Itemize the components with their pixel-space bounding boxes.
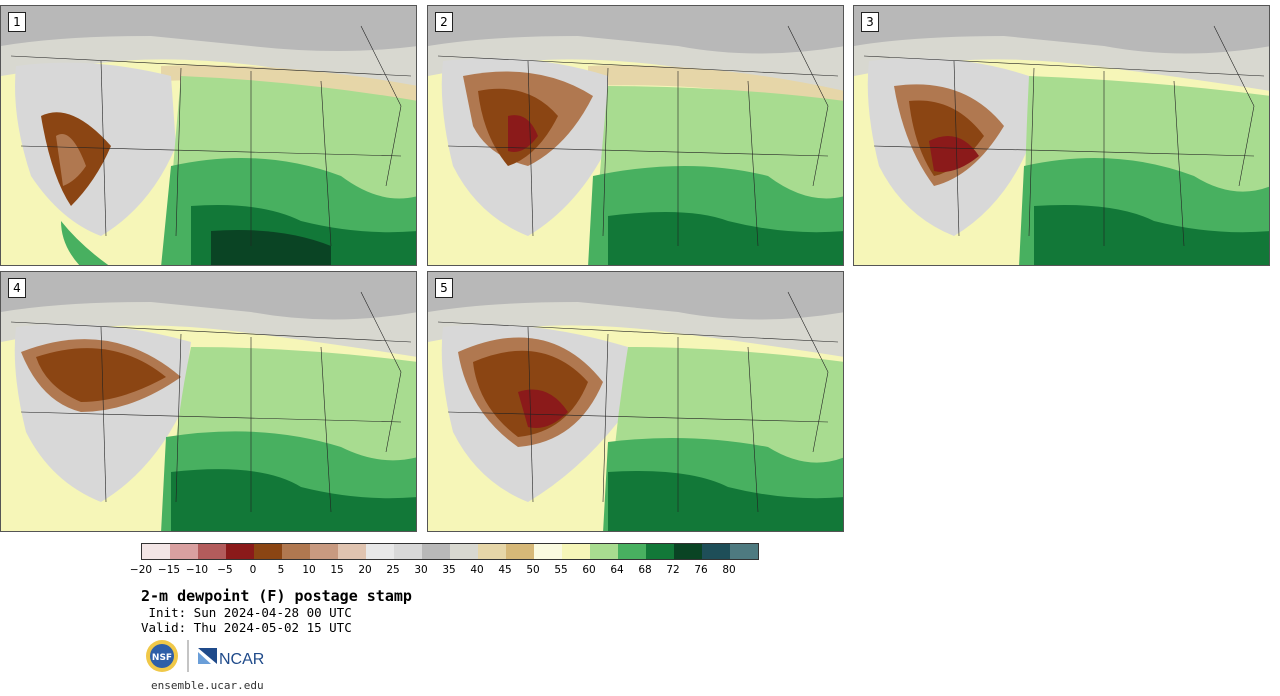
colorbar-swatch [506,544,534,559]
stamp-panel-5: 5 [427,271,844,532]
panel-label: 5 [435,278,453,298]
page-title: 2-m dewpoint (F) postage stamp [141,587,412,605]
colorbar-tick-label: −5 [217,564,233,576]
colorbar-tick-label: 35 [442,564,456,576]
valid-time: Valid: Thu 2024-05-02 15 UTC [141,620,352,635]
colorbar-tick-label: 15 [330,564,344,576]
colorbar-swatch [394,544,422,559]
dewpoint-map-4 [1,272,416,531]
colorbar-tick-label: 55 [554,564,568,576]
colorbar-tick-label: 64 [610,564,624,576]
colorbar-tick-label: 10 [302,564,316,576]
colorbar-swatch [142,544,170,559]
colorbar-swatch [702,544,730,559]
stamp-panel-3: 3 [853,5,1270,266]
colorbar-swatch [590,544,618,559]
colorbar-swatch [730,544,758,559]
dewpoint-map-5 [428,272,843,531]
colorbar-swatch [366,544,394,559]
colorbar-swatch [198,544,226,559]
dewpoint-map-1 [1,6,416,265]
colorbar-tick-label: −10 [185,564,209,576]
colorbar-tick-label: 5 [277,564,285,576]
colorbar-swatch [618,544,646,559]
panel-label: 2 [435,12,453,32]
colorbar-swatch [646,544,674,559]
colorbar-swatch [450,544,478,559]
nsf-logo-icon: NSF NCAR [146,640,264,672]
logos: NSF NCAR [145,638,275,676]
panel-label: 1 [8,12,26,32]
colorbar-tick-label: 68 [638,564,652,576]
nsf-logo-text: NSF [152,653,172,663]
colorbar-tick-label: 80 [722,564,736,576]
colorbar-swatch [478,544,506,559]
colorbar-swatch [254,544,282,559]
colorbar-tick-label: 76 [694,564,708,576]
colorbar-tick-label: 0 [249,564,257,576]
ncar-logo-icon [198,648,217,664]
colorbar-tick-label: 25 [386,564,400,576]
ncar-logo-text: NCAR [219,651,264,668]
colorbar-tick-label: 72 [666,564,680,576]
dewpoint-map-2 [428,6,843,265]
panel-label: 3 [861,12,879,32]
colorbar-tick-label: −15 [157,564,181,576]
colorbar-swatch [422,544,450,559]
colorbar-swatch [338,544,366,559]
colorbar-swatch [282,544,310,559]
colorbar-tick-label: 40 [470,564,484,576]
colorbar-tick-label: 50 [526,564,540,576]
stamp-panel-1: 1 [0,5,417,266]
stamp-panel-4: 4 [0,271,417,532]
colorbar [141,543,759,560]
site-url: ensemble.ucar.edu [151,679,264,692]
colorbar-tick-label: −20 [129,564,153,576]
colorbar-swatch [534,544,562,559]
colorbar-tick-label: 20 [358,564,372,576]
colorbar-tick-label: 60 [582,564,596,576]
colorbar-swatch [170,544,198,559]
dewpoint-map-3 [854,6,1269,265]
colorbar-swatch [226,544,254,559]
colorbar-tick-label: 30 [414,564,428,576]
colorbar-swatch [562,544,590,559]
panel-label: 4 [8,278,26,298]
init-time: Init: Sun 2024-04-28 00 UTC [141,605,352,620]
colorbar-swatch [310,544,338,559]
colorbar-tick-label: 45 [498,564,512,576]
stamp-panel-2: 2 [427,5,844,266]
colorbar-swatch [674,544,702,559]
